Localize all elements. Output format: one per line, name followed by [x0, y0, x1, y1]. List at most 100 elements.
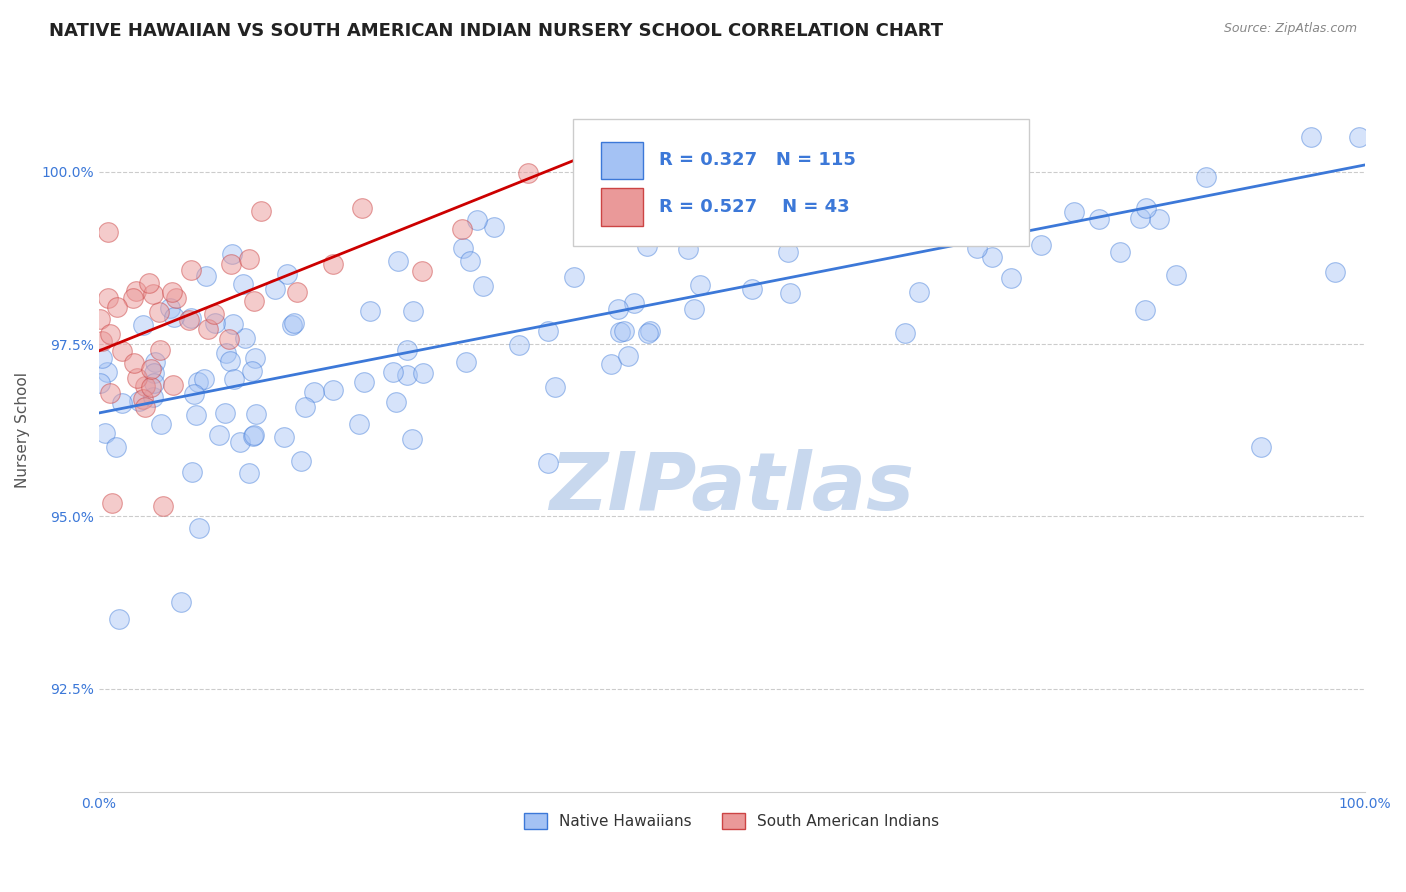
Point [741, 282, 763, 296]
Point [202, 307, 225, 321]
Point [98, 386, 121, 401]
Point [152, 500, 174, 514]
Point [184, 409, 207, 423]
Point [233, 331, 256, 345]
Point [159, 301, 181, 315]
Point [214, 406, 236, 420]
Point [125, 371, 148, 385]
Text: NATIVE HAWAIIAN VS SOUTH AMERICAN INDIAN NURSERY SCHOOL CORRELATION CHART: NATIVE HAWAIIAN VS SOUTH AMERICAN INDIAN… [49, 22, 943, 40]
Point [89, 311, 111, 326]
Point [229, 434, 252, 449]
Point [1133, 302, 1156, 317]
Point [900, 178, 922, 192]
Point [1347, 130, 1369, 145]
Point [290, 454, 312, 468]
Point [221, 257, 243, 271]
Point [754, 200, 776, 214]
Point [162, 285, 184, 299]
Point [143, 366, 166, 380]
Point [221, 246, 243, 260]
Point [638, 324, 661, 338]
Point [600, 130, 623, 145]
Point [302, 385, 325, 400]
Point [148, 305, 170, 319]
Point [599, 358, 621, 372]
Point [97, 226, 120, 240]
Point [1129, 211, 1152, 225]
Point [411, 264, 433, 278]
Point [623, 296, 645, 310]
Point [537, 456, 560, 470]
Point [613, 324, 636, 338]
Point [401, 432, 423, 446]
Point [385, 395, 408, 409]
Point [122, 356, 145, 370]
Point [730, 227, 752, 241]
Bar [602, 188, 643, 226]
Point [1031, 238, 1053, 252]
Point [1000, 271, 1022, 285]
Point [396, 368, 419, 382]
Point [609, 325, 631, 339]
Point [162, 378, 184, 392]
Point [221, 317, 243, 331]
Point [242, 427, 264, 442]
Point [387, 253, 409, 268]
Point [1323, 265, 1346, 279]
Point [517, 166, 540, 180]
Legend: Native Hawaiians, South American Indians: Native Hawaiians, South American Indians [517, 806, 946, 835]
Point [180, 310, 202, 325]
Point [149, 417, 172, 431]
Point [273, 430, 295, 444]
Point [181, 465, 204, 479]
FancyBboxPatch shape [574, 120, 1029, 246]
Point [222, 372, 245, 386]
Point [149, 343, 172, 357]
Point [242, 429, 264, 443]
Point [544, 379, 567, 393]
Point [637, 326, 659, 341]
Point [96, 365, 118, 379]
Point [592, 130, 614, 145]
Point [107, 612, 129, 626]
Point [264, 282, 287, 296]
Point [91, 351, 114, 365]
Point [122, 291, 145, 305]
Point [1135, 202, 1157, 216]
Point [353, 375, 375, 389]
Point [676, 242, 699, 256]
Point [105, 440, 128, 454]
Point [458, 254, 481, 268]
Point [165, 291, 187, 305]
Point [142, 286, 165, 301]
Point [1301, 130, 1323, 145]
Point [994, 210, 1017, 224]
Point [966, 241, 988, 255]
Point [484, 220, 506, 235]
Point [382, 365, 405, 379]
Point [142, 390, 165, 404]
Point [1250, 440, 1272, 454]
Point [779, 285, 801, 300]
Point [465, 213, 488, 227]
Point [962, 189, 984, 203]
Point [105, 300, 128, 314]
Point [294, 400, 316, 414]
Point [98, 327, 121, 342]
Point [111, 344, 134, 359]
Point [132, 392, 155, 407]
Point [245, 351, 267, 365]
Point [636, 239, 658, 253]
Point [240, 364, 263, 378]
Point [1109, 245, 1132, 260]
Point [231, 277, 253, 291]
Point [1063, 204, 1085, 219]
Bar [602, 142, 643, 179]
Point [347, 417, 370, 432]
Point [187, 375, 209, 389]
Point [454, 354, 477, 368]
Point [1147, 212, 1170, 227]
Point [453, 241, 475, 255]
Point [249, 204, 271, 219]
Point [89, 376, 111, 391]
